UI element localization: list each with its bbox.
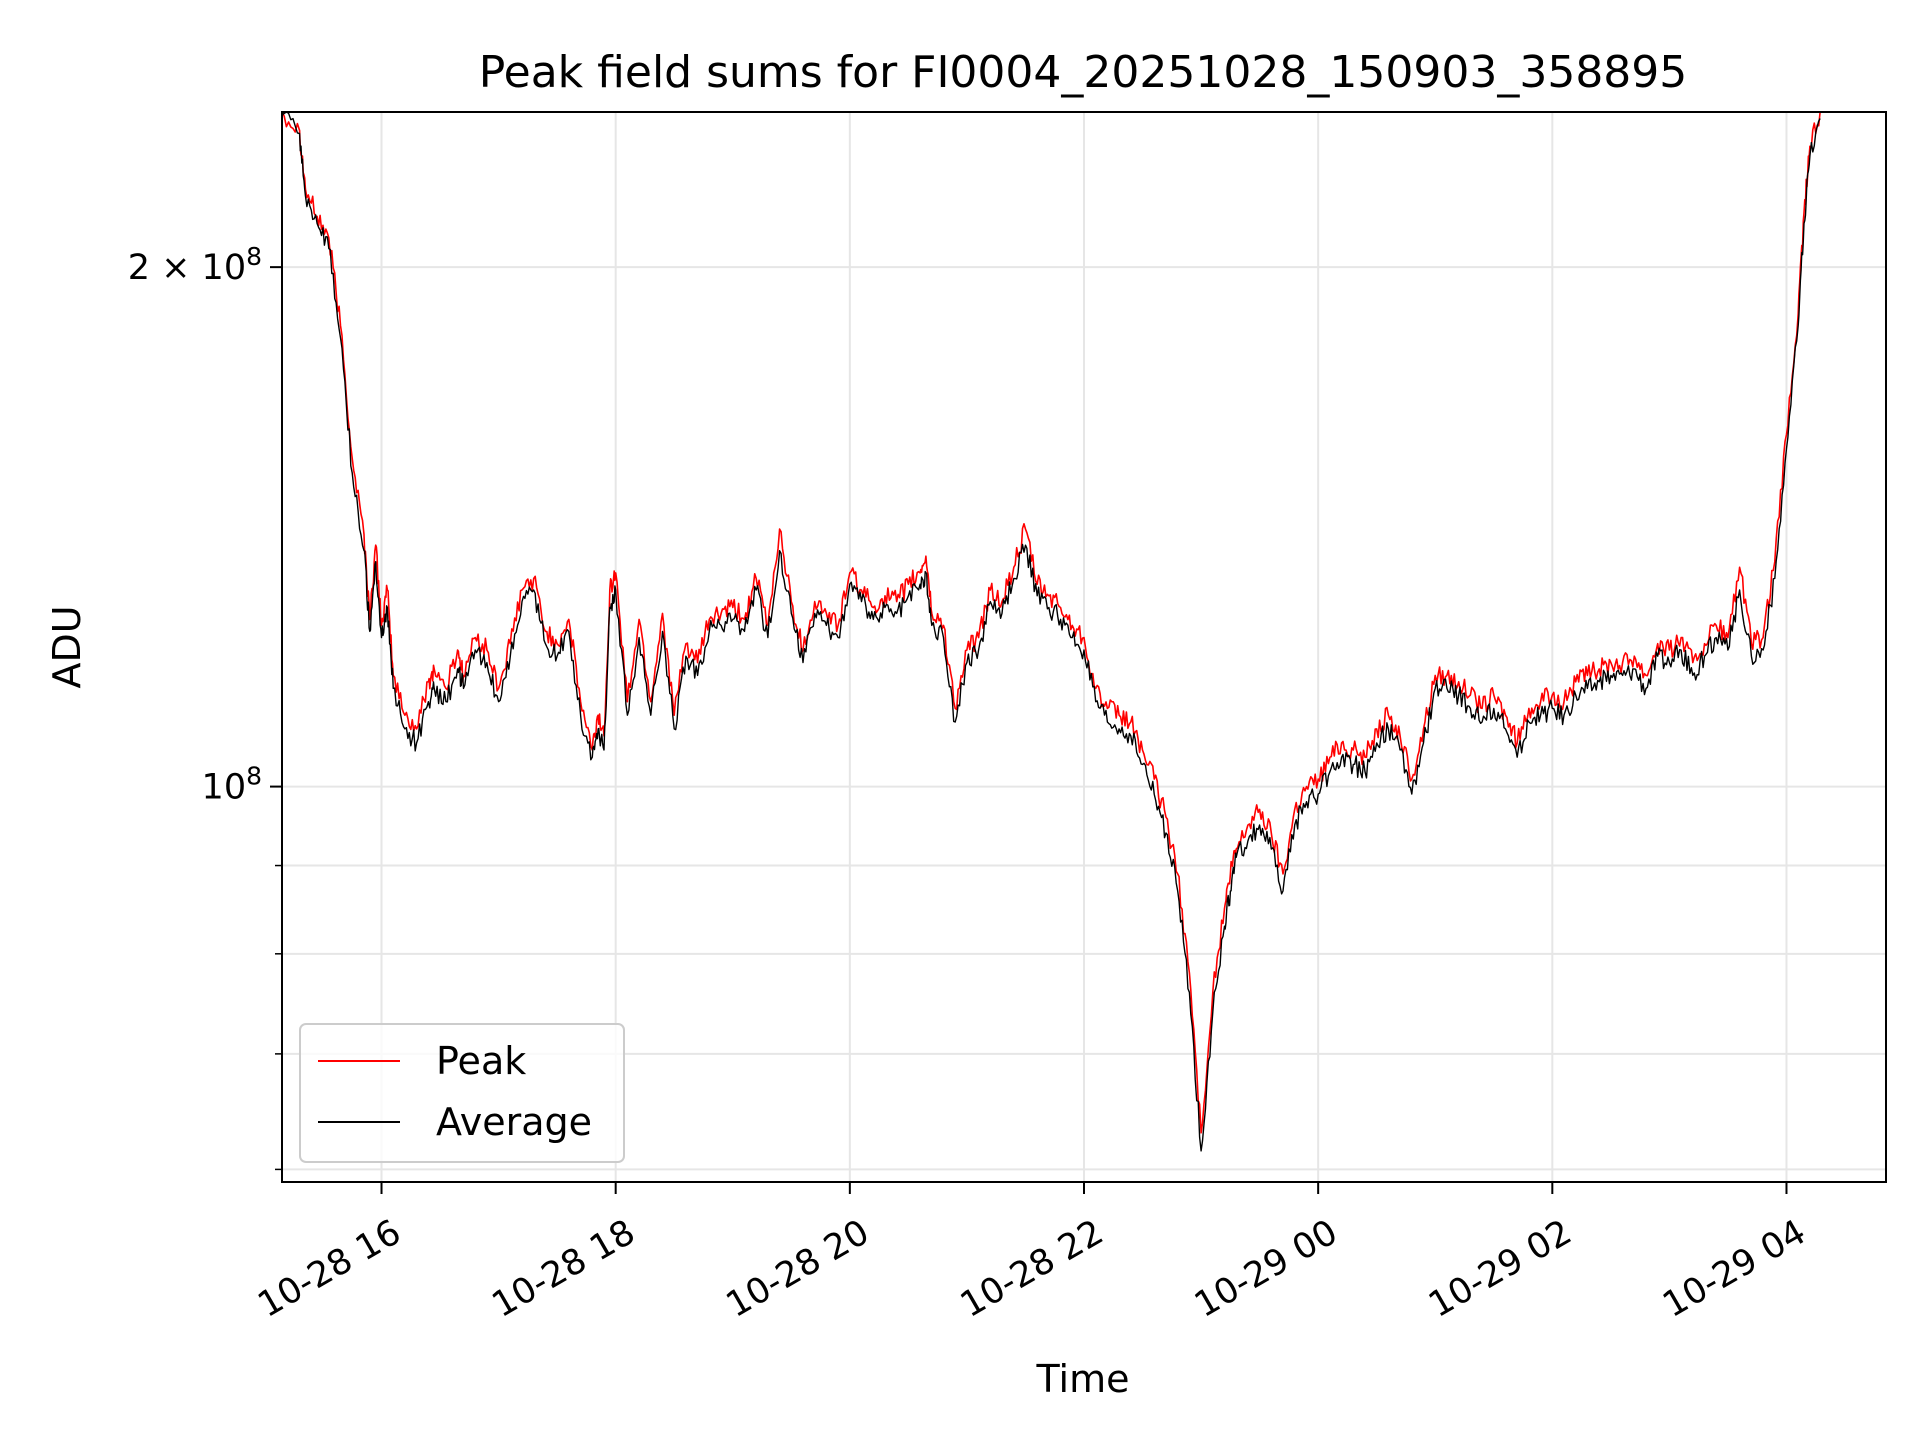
x-tick-label: 10-29 00 — [1188, 1212, 1344, 1325]
y-axis-label: ADU — [45, 605, 89, 688]
series-line-peak — [281, 111, 1821, 1134]
y-tick-label: 108 — [202, 762, 262, 808]
chart-title: Peak field sums for FI0004_20251028_1509… — [479, 47, 1688, 98]
series-line-average — [281, 111, 1821, 1152]
legend-box — [299, 1023, 625, 1163]
y-axis: 108 2 × 108 — [128, 242, 282, 1171]
legend-label-peak: Peak — [436, 1039, 526, 1083]
x-axis-label: Time — [1036, 1357, 1130, 1401]
legend: Peak Average — [299, 1023, 625, 1163]
x-tick-label: 10-28 16 — [251, 1212, 407, 1325]
x-tick-label: 10-28 22 — [954, 1212, 1110, 1325]
x-tick-label: 10-28 18 — [486, 1212, 642, 1325]
x-tick-label: 10-29 04 — [1656, 1212, 1812, 1325]
x-tick-label: 10-29 02 — [1422, 1212, 1578, 1325]
grid — [282, 112, 1886, 1182]
y-tick-label: 2 × 108 — [128, 242, 262, 288]
plot-area — [281, 111, 1821, 1152]
x-tick-label: 10-28 20 — [720, 1212, 876, 1325]
x-axis: 10-28 16 10-28 18 10-28 20 10-28 22 10-29 00… — [251, 1182, 1813, 1326]
legend-label-average: Average — [436, 1100, 592, 1144]
